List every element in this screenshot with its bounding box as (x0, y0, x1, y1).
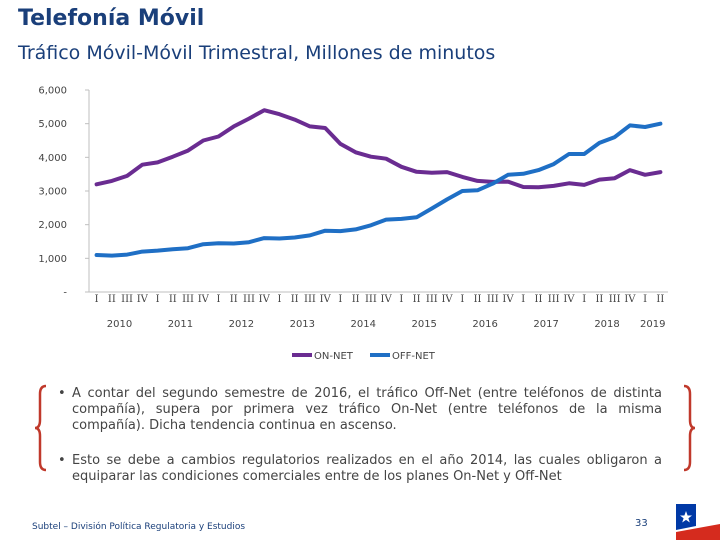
page-number: 33 (635, 518, 648, 529)
x-tick-label: I (460, 294, 464, 305)
page-subtitle: Tráfico Móvil-Móvil Trimestral, Millones… (18, 42, 496, 64)
footer-source: Subtel – División Política Regulatoria y… (32, 522, 246, 532)
year-label: 2016 (472, 319, 497, 330)
page-title: Telefonía Móvil (18, 6, 205, 31)
x-tick-label: II (169, 294, 177, 305)
x-tick-label: III (487, 294, 499, 305)
year-label: 2012 (229, 319, 254, 330)
x-tick-label: I (338, 294, 342, 305)
x-tick-label: IV (198, 294, 210, 305)
year-label: 2011 (168, 319, 193, 330)
x-tick-label: II (656, 294, 664, 305)
x-tick-label: III (365, 294, 377, 305)
year-label: 2014 (351, 319, 376, 330)
x-tick-label: IV (137, 294, 149, 305)
bullet-item: • Esto se debe a cambios regulatorios re… (58, 453, 662, 485)
x-tick-label: I (582, 294, 586, 305)
x-tick-label: I (277, 294, 281, 305)
x-tick-label: II (291, 294, 299, 305)
year-label: 2019 (640, 319, 665, 330)
x-tick-label: IV (441, 294, 453, 305)
bullet-text: A contar del segundo semestre de 2016, e… (72, 386, 662, 433)
bullet-item: • A contar del segundo semestre de 2016,… (58, 386, 662, 434)
x-tick-label: I (643, 294, 647, 305)
x-tick-label: IV (259, 294, 271, 305)
year-label: 2017 (533, 319, 558, 330)
x-tick-label: II (108, 294, 116, 305)
right-brace-icon (683, 384, 696, 472)
x-tick-label: III (304, 294, 316, 305)
year-label: 2010 (107, 319, 132, 330)
x-tick-label: I (95, 294, 99, 305)
y-tick-label: 1,000 (38, 254, 67, 265)
legend-label: ON-NET (314, 351, 354, 362)
y-tick-label: - (63, 288, 67, 299)
bullet-dot-icon: • (58, 386, 66, 401)
series-line-on-net (94, 108, 663, 190)
x-tick-label: III (182, 294, 194, 305)
year-label: 2018 (594, 319, 619, 330)
series-line-off-net (94, 121, 663, 258)
x-tick-label: II (595, 294, 603, 305)
bullet-list: • A contar del segundo semestre de 2016,… (58, 386, 662, 485)
x-tick-label: I (156, 294, 160, 305)
x-tick-label: I (521, 294, 525, 305)
x-tick-label: II (474, 294, 482, 305)
x-tick-label: I (217, 294, 221, 305)
bullet-dot-icon: • (58, 453, 66, 468)
x-tick-label: IV (502, 294, 514, 305)
x-tick-label: IV (320, 294, 332, 305)
bullet-text: Esto se debe a cambios regulatorios real… (72, 453, 662, 484)
year-label: 2015 (411, 319, 436, 330)
y-tick-label: 6,000 (38, 86, 67, 97)
year-label: 2013 (290, 319, 315, 330)
x-tick-label: II (413, 294, 421, 305)
y-tick-label: 4,000 (38, 153, 67, 164)
x-tick-label: II (352, 294, 360, 305)
x-tick-label: III (121, 294, 133, 305)
x-tick-label: IV (381, 294, 393, 305)
legend-label: OFF-NET (392, 351, 436, 362)
chile-flag-icon (676, 504, 720, 540)
x-tick-label: IV (563, 294, 575, 305)
x-tick-label: III (426, 294, 438, 305)
x-tick-label: II (535, 294, 543, 305)
x-tick-label: I (399, 294, 403, 305)
left-brace-icon (34, 384, 47, 472)
y-tick-label: 2,000 (38, 220, 67, 231)
x-tick-label: III (609, 294, 621, 305)
y-tick-label: 5,000 (38, 119, 67, 130)
x-tick-label: III (243, 294, 255, 305)
x-tick-label: IV (624, 294, 636, 305)
y-tick-label: 3,000 (38, 187, 67, 198)
x-tick-label: III (548, 294, 560, 305)
x-tick-label: II (230, 294, 238, 305)
